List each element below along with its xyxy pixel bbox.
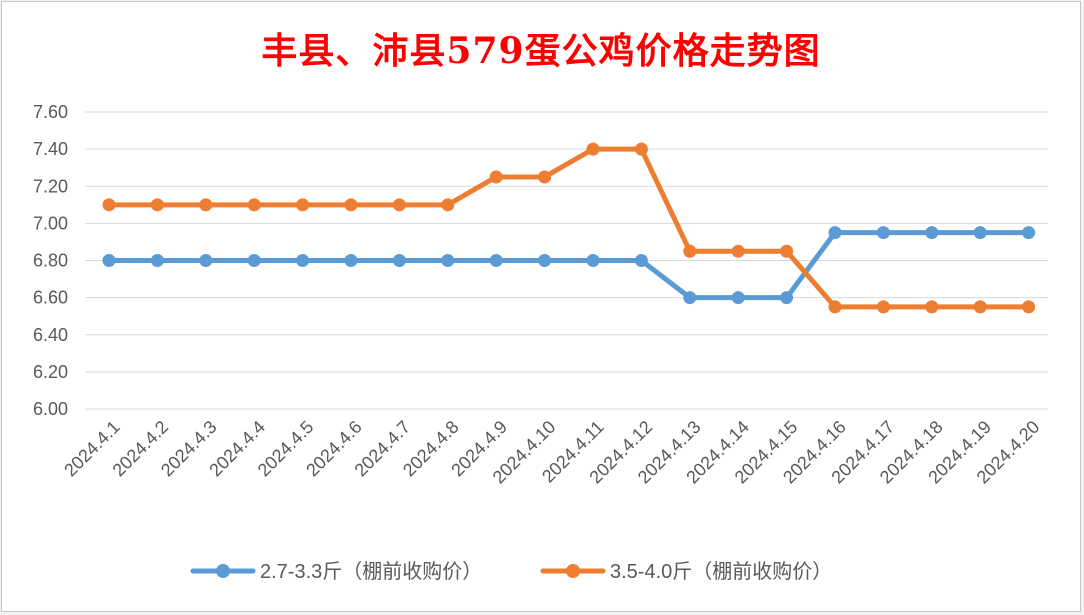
data-point — [634, 142, 648, 156]
y-tick-label: 6.80 — [33, 251, 68, 271]
y-tick-label: 6.20 — [33, 362, 68, 382]
chart-title: 丰县、沛县579蛋公鸡价格走势图 — [261, 30, 821, 72]
data-point — [1022, 300, 1036, 314]
gridlines — [85, 111, 1048, 410]
data-point — [344, 198, 358, 212]
data-point — [683, 244, 697, 258]
data-point — [538, 254, 552, 267]
data-point — [247, 254, 261, 267]
data-point — [828, 300, 842, 314]
data-point — [683, 291, 697, 305]
data-point — [489, 254, 503, 267]
data-point — [828, 226, 842, 240]
series-lines — [102, 142, 1036, 314]
data-point — [586, 254, 600, 267]
y-tick-label: 7.00 — [33, 213, 68, 233]
legend-label: 2.7-3.3斤（棚前收购价） — [260, 560, 482, 583]
legend-label: 3.5-4.0斤（棚前收购价） — [610, 560, 832, 583]
data-point — [1022, 226, 1036, 240]
data-point — [731, 244, 745, 258]
data-point — [247, 198, 261, 212]
data-point — [876, 226, 890, 240]
y-tick-label: 7.20 — [33, 176, 68, 196]
data-point — [925, 300, 939, 314]
data-point — [102, 198, 116, 212]
data-point — [102, 254, 116, 267]
data-point — [199, 198, 213, 212]
data-point — [538, 170, 552, 184]
y-tick-label: 7.40 — [33, 139, 68, 159]
data-point — [780, 291, 794, 305]
data-point — [441, 254, 455, 267]
data-point — [634, 254, 648, 267]
data-point — [392, 198, 406, 212]
series-line — [106, 230, 1032, 301]
data-point — [392, 254, 406, 267]
data-point — [973, 300, 987, 314]
data-point — [876, 300, 890, 314]
legend-swatch-marker — [566, 564, 580, 578]
data-point — [973, 226, 987, 240]
data-point — [441, 198, 455, 212]
y-tick-label: 7.60 — [33, 102, 68, 122]
legend: 2.7-3.3斤（棚前收购价） 3.5-4.0斤（棚前收购价） — [190, 560, 832, 583]
x-axis-tick-labels: 2024.4.12024.4.22024.4.32024.4.42024.4.5… — [60, 417, 1043, 488]
data-point — [296, 198, 310, 212]
data-point — [296, 254, 310, 267]
y-tick-label: 6.00 — [33, 399, 68, 419]
data-point — [199, 254, 213, 267]
data-point — [780, 244, 794, 258]
data-point — [150, 254, 164, 267]
series-line — [106, 146, 1032, 310]
data-point — [150, 198, 164, 212]
data-point — [731, 291, 745, 305]
y-tick-label: 6.60 — [33, 288, 68, 308]
data-point — [489, 170, 503, 184]
data-point — [925, 226, 939, 240]
y-tick-label: 6.40 — [33, 325, 68, 345]
data-point — [586, 142, 600, 156]
legend-swatch-marker — [216, 564, 230, 578]
data-point — [344, 254, 358, 267]
y-axis-tick-labels: 6.00 6.20 6.40 6.60 6.80 7.00 7.20 7.40 7.60 — [33, 102, 68, 419]
